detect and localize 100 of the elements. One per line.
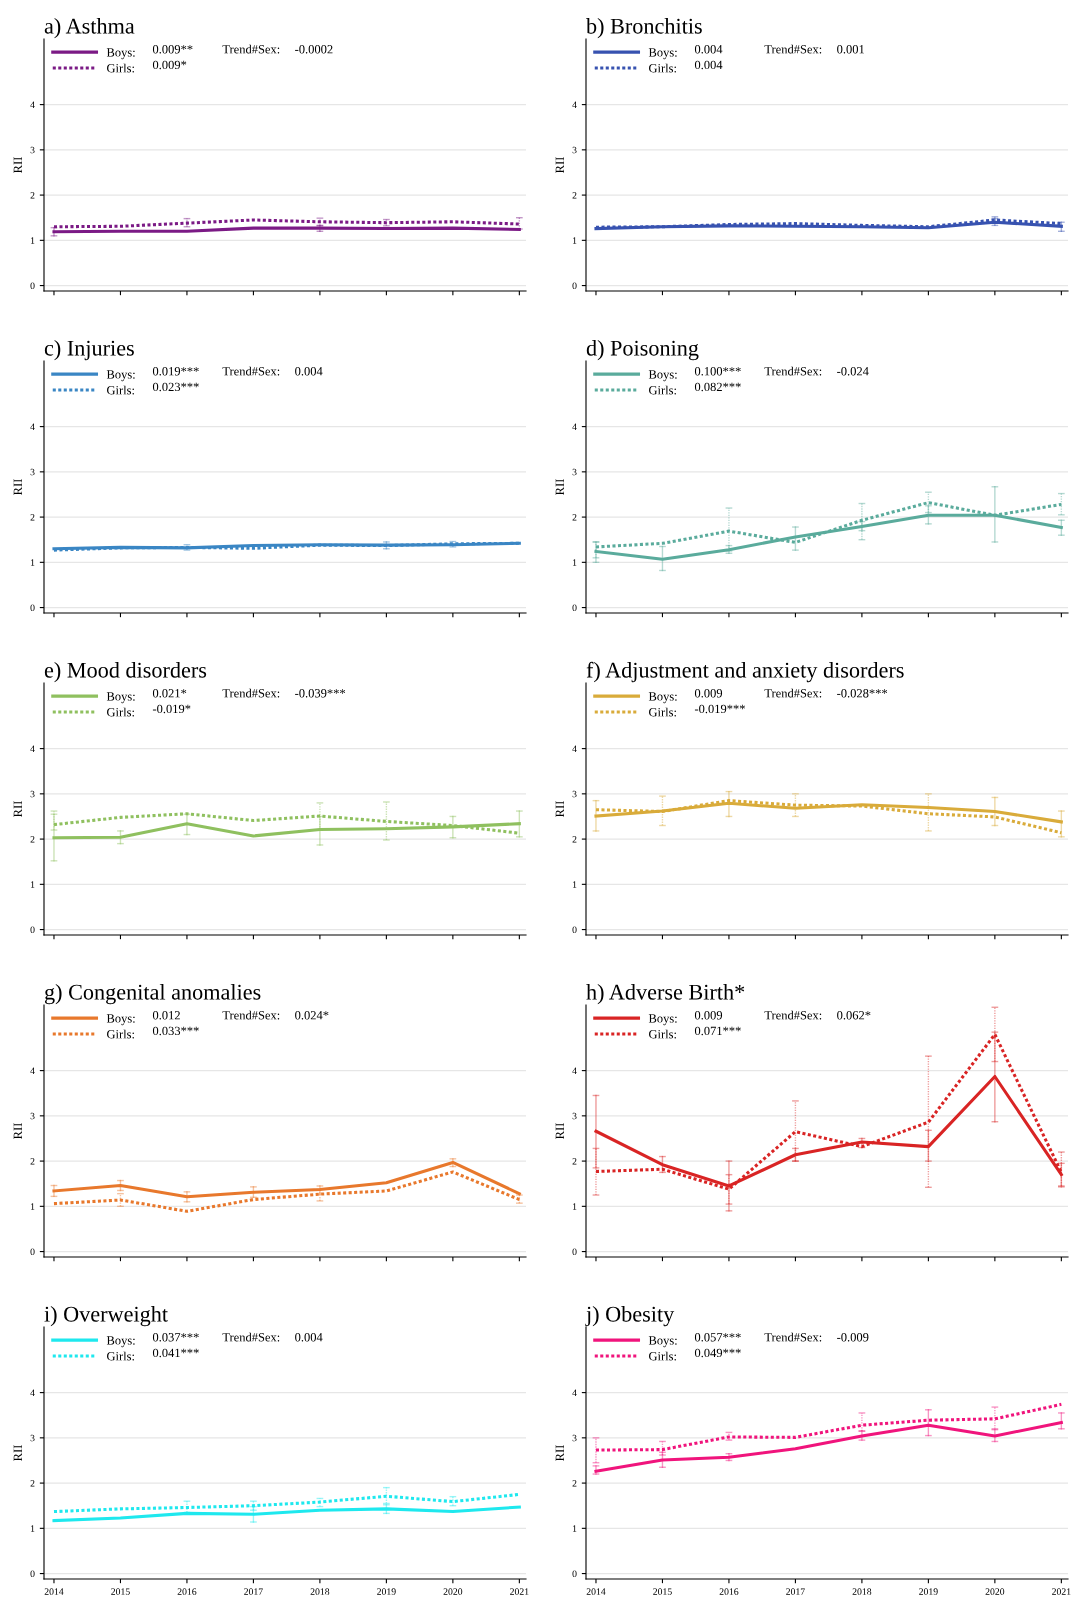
x-tick-label: 2020 [985, 1588, 1005, 1595]
y-tick-label: 4 [572, 745, 577, 752]
x-tick-label: 2015 [653, 1588, 672, 1595]
y-axis-title: RII [555, 157, 564, 173]
y-axis-title: RII [13, 157, 22, 173]
y-tick-label: 0 [572, 926, 577, 934]
chart-title: j) Obesity [585, 1306, 675, 1327]
legend-label: Girls: [649, 63, 676, 73]
annotation: 0.004 [694, 45, 723, 54]
y-tick-label: 1 [572, 237, 577, 244]
y-tick-label: 1 [30, 237, 35, 244]
y-tick-label: 0 [30, 926, 35, 934]
y-tick-label: 2 [572, 192, 577, 199]
annotation: 0.009** [152, 45, 193, 54]
y-tick-label: 0 [572, 604, 577, 612]
y-tick-label: 3 [572, 790, 577, 798]
y-tick-label: 1 [572, 559, 577, 566]
y-tick-label: 0 [30, 1248, 35, 1256]
annotation: 0.049*** [694, 1348, 741, 1358]
annotation: 0.037*** [152, 1333, 199, 1342]
legend-label: Boys: [106, 692, 135, 704]
x-tick-label: 2016 [719, 1588, 739, 1595]
y-axis-title: RII [13, 1445, 22, 1461]
chart-title: d) Poisoning [586, 340, 699, 361]
x-tick-label: 2017 [786, 1588, 805, 1595]
y-tick-label: 3 [572, 1112, 577, 1120]
legend-label: Girls: [107, 707, 134, 717]
y-axis-title: RII [555, 801, 564, 817]
y-tick-label: 4 [572, 423, 577, 430]
annotation: -0.024 [837, 367, 869, 376]
y-axis-title: RII [555, 1123, 564, 1139]
y-tick-label: 1 [30, 881, 35, 888]
y-tick-label: 2 [572, 836, 577, 843]
y-tick-label: 2 [572, 1158, 577, 1165]
y-tick-label: 2 [572, 1480, 577, 1487]
y-tick-label: 1 [30, 1203, 35, 1210]
y-tick-label: 1 [572, 1203, 577, 1210]
y-tick-label: 4 [572, 101, 577, 108]
annotation: Trend#Sex: [764, 1010, 822, 1020]
y-tick-label: 0 [572, 282, 577, 290]
legend-label: Boys: [648, 692, 677, 704]
y-tick-label: 3 [30, 468, 35, 476]
annotation: 0.001 [837, 45, 865, 54]
annotation: 0.009 [694, 689, 723, 698]
annotation: Trend#Sex: [764, 1332, 822, 1342]
y-tick-label: 4 [30, 745, 35, 752]
line-series [594, 1402, 1063, 1452]
annotation: 0.071*** [694, 1026, 741, 1036]
y-tick-label: 2 [30, 514, 35, 521]
x-tick-label: 2016 [177, 1588, 197, 1595]
legend-label: Girls: [649, 1029, 676, 1039]
annotation: -0.039*** [295, 689, 346, 698]
annotation: 0.033*** [152, 1026, 199, 1036]
annotation: Trend#Sex: [764, 366, 822, 376]
annotation: 0.041*** [152, 1348, 199, 1358]
annotation: Trend#Sex: [222, 1010, 280, 1020]
chart-title: a) Asthma [44, 18, 135, 39]
annotation: 0.019*** [152, 367, 199, 376]
annotation: 0.012 [152, 1011, 180, 1020]
x-tick-label: 2015 [111, 1588, 130, 1595]
annotation: Trend#Sex: [222, 688, 280, 698]
line-series [594, 799, 1063, 835]
line-series [52, 1492, 521, 1514]
x-tick-label: 2014 [44, 1588, 64, 1595]
x-tick-label: 2021 [510, 1588, 529, 1595]
y-tick-label: 4 [30, 423, 35, 430]
legend-label: Girls: [649, 385, 676, 395]
y-tick-label: 2 [30, 1158, 35, 1165]
y-axis-title: RII [13, 1123, 22, 1139]
annotation: Trend#Sex: [222, 366, 280, 376]
annotation: 0.021* [152, 689, 187, 698]
y-tick-label: 3 [30, 1434, 35, 1442]
y-tick-label: 1 [30, 1525, 35, 1532]
legend-label: Boys: [648, 1336, 677, 1348]
annotation: 0.009 [694, 1011, 723, 1020]
annotation: Trend#Sex: [222, 1332, 280, 1342]
line-series [52, 1505, 521, 1523]
y-tick-label: 0 [572, 1570, 577, 1578]
annotation: 0.023*** [152, 382, 199, 392]
x-tick-label: 2020 [443, 1588, 463, 1595]
y-tick-label: 2 [572, 514, 577, 521]
y-tick-label: 3 [30, 790, 35, 798]
legend-label: Girls: [649, 1351, 676, 1361]
y-tick-label: 0 [30, 1570, 35, 1578]
annotation: Trend#Sex: [222, 44, 280, 54]
x-tick-label: 2018 [310, 1588, 330, 1595]
annotation: -0.028*** [837, 689, 888, 698]
annotation: -0.019* [152, 704, 191, 714]
annotation: 0.082*** [694, 382, 741, 392]
annotation: 0.009* [152, 60, 187, 70]
y-axis-title: RII [555, 1445, 564, 1461]
legend-label: Girls: [107, 63, 134, 73]
annotation: 0.100*** [694, 367, 741, 376]
y-tick-label: 3 [30, 146, 35, 154]
chart-title: i) Overweight [44, 1306, 168, 1327]
chart-title: f) Adjustment and anxiety disorders [586, 661, 904, 683]
x-tick-label: 2019 [377, 1588, 396, 1595]
y-axis-title: RII [13, 479, 22, 495]
annotation: 0.004 [295, 1333, 323, 1342]
y-tick-label: 1 [572, 881, 577, 888]
